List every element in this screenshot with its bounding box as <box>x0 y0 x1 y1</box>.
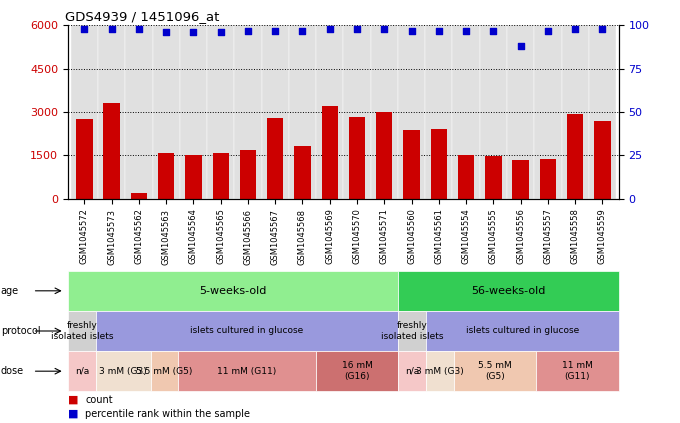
FancyBboxPatch shape <box>235 25 262 199</box>
Point <box>543 27 554 34</box>
FancyBboxPatch shape <box>425 25 452 199</box>
Point <box>597 25 608 32</box>
Bar <box>240 150 256 199</box>
Point <box>460 27 471 34</box>
FancyBboxPatch shape <box>98 25 125 199</box>
Text: protocol: protocol <box>1 326 40 336</box>
Point <box>488 27 499 34</box>
Point <box>324 25 335 32</box>
Text: freshly
isolated islets: freshly isolated islets <box>50 321 113 341</box>
Text: 5-weeks-old: 5-weeks-old <box>199 286 267 296</box>
Point <box>352 25 362 32</box>
Bar <box>567 113 583 199</box>
Bar <box>403 130 420 199</box>
Text: count: count <box>85 395 113 405</box>
Text: freshly
isolated islets: freshly isolated islets <box>381 321 443 341</box>
FancyBboxPatch shape <box>479 25 507 199</box>
FancyBboxPatch shape <box>262 25 289 199</box>
Point <box>515 43 526 49</box>
Bar <box>376 112 392 199</box>
Bar <box>185 156 201 199</box>
Text: n/a: n/a <box>405 367 420 376</box>
FancyBboxPatch shape <box>371 25 398 199</box>
Text: 3 mM (G3): 3 mM (G3) <box>416 367 464 376</box>
Bar <box>322 106 338 199</box>
Text: GDS4939 / 1451096_at: GDS4939 / 1451096_at <box>65 10 220 23</box>
FancyBboxPatch shape <box>507 25 534 199</box>
Text: 11 mM (G11): 11 mM (G11) <box>218 367 277 376</box>
Bar <box>513 160 529 199</box>
Text: ■: ■ <box>68 409 78 419</box>
Text: 11 mM
(G11): 11 mM (G11) <box>562 362 593 381</box>
Point <box>188 29 199 36</box>
Bar <box>430 129 447 199</box>
Bar <box>294 146 311 199</box>
Text: age: age <box>1 286 19 296</box>
Bar <box>131 193 147 199</box>
Point <box>243 27 254 34</box>
FancyBboxPatch shape <box>125 25 152 199</box>
FancyBboxPatch shape <box>398 25 425 199</box>
Point <box>297 27 308 34</box>
Point <box>133 25 144 32</box>
FancyBboxPatch shape <box>343 25 371 199</box>
Bar <box>267 118 284 199</box>
FancyBboxPatch shape <box>152 25 180 199</box>
Text: 56-weeks-old: 56-weeks-old <box>471 286 546 296</box>
Text: ■: ■ <box>68 395 78 405</box>
Bar <box>349 117 365 199</box>
FancyBboxPatch shape <box>452 25 479 199</box>
FancyBboxPatch shape <box>289 25 316 199</box>
Point <box>270 27 281 34</box>
FancyBboxPatch shape <box>180 25 207 199</box>
Point <box>106 25 117 32</box>
Bar <box>540 159 556 199</box>
FancyBboxPatch shape <box>534 25 562 199</box>
Point <box>406 27 417 34</box>
Bar <box>594 121 611 199</box>
FancyBboxPatch shape <box>316 25 343 199</box>
Point <box>160 29 171 36</box>
Text: islets cultured in glucose: islets cultured in glucose <box>190 327 304 335</box>
Bar <box>486 156 502 199</box>
Point <box>433 27 444 34</box>
Text: percentile rank within the sample: percentile rank within the sample <box>85 409 250 419</box>
Bar <box>76 119 92 199</box>
Text: 5.5 mM (G5): 5.5 mM (G5) <box>136 367 192 376</box>
Point <box>379 25 390 32</box>
Bar <box>458 155 474 199</box>
Text: n/a: n/a <box>75 367 89 376</box>
Text: islets cultured in glucose: islets cultured in glucose <box>466 327 579 335</box>
Bar <box>158 153 174 199</box>
Point <box>570 25 581 32</box>
Point <box>216 29 226 36</box>
Text: 3 mM (G3): 3 mM (G3) <box>99 367 147 376</box>
Text: 16 mM
(G16): 16 mM (G16) <box>342 362 373 381</box>
Bar <box>103 103 120 199</box>
FancyBboxPatch shape <box>207 25 235 199</box>
FancyBboxPatch shape <box>71 25 98 199</box>
FancyBboxPatch shape <box>589 25 616 199</box>
FancyBboxPatch shape <box>562 25 589 199</box>
Text: 5.5 mM
(G5): 5.5 mM (G5) <box>478 362 512 381</box>
Bar <box>213 153 229 199</box>
Text: dose: dose <box>1 366 24 376</box>
Point <box>79 25 90 32</box>
